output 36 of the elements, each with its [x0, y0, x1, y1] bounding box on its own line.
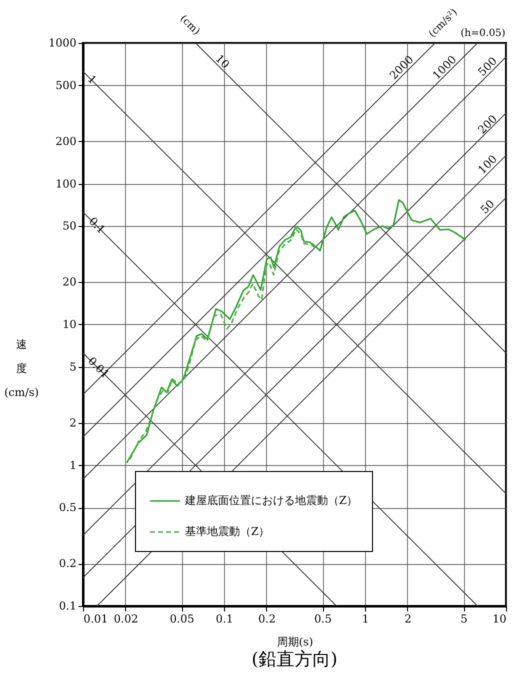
- y-axis-title: 速度(cm/s): [4, 338, 39, 399]
- x-tick-label: 1: [362, 612, 369, 626]
- x-tick-label: 2: [404, 612, 412, 626]
- annotation: 500: [476, 54, 500, 79]
- annotation: 1: [84, 72, 99, 87]
- y-tick-label: 500: [56, 78, 76, 92]
- y-tick-label: 0.2: [59, 557, 76, 570]
- x-tick-label: 0.01: [84, 612, 108, 626]
- y-tick-label: 20: [62, 276, 76, 289]
- y-tick-label: 1000: [48, 36, 76, 50]
- x-tick-label: 0.05: [170, 612, 194, 626]
- y-tick-label: 5: [70, 360, 76, 374]
- text: (鉛直方向): [251, 649, 338, 670]
- y-tick-label: 100: [56, 177, 76, 190]
- y-tick-label: 0.5: [59, 501, 76, 514]
- x-tick-label: 0.02: [114, 612, 138, 626]
- x-tick-label: 0.2: [258, 612, 276, 626]
- x-tick-label: 10: [492, 612, 506, 626]
- x-tick-label: 0.1: [216, 612, 234, 626]
- text: (h=0.05): [460, 28, 506, 39]
- y-tick-label: 10: [62, 318, 76, 331]
- legend-label: 基準地震動（Z）: [185, 525, 270, 538]
- y-tick-label: 2: [70, 416, 76, 430]
- annotation: 10: [212, 52, 232, 72]
- x-axis-title: 周期(s): [276, 636, 314, 648]
- y-tick-label: 50: [62, 220, 76, 233]
- annotation: 100: [476, 152, 500, 177]
- x-tick-label: 5: [460, 612, 468, 626]
- annotation: 0.1: [86, 214, 108, 236]
- annotation: 200: [476, 112, 500, 137]
- annotation: 50: [478, 197, 498, 217]
- y-tick-label: 1: [70, 458, 76, 472]
- x-tick-label: 0.5: [314, 612, 332, 626]
- y-tick-label: 200: [56, 134, 76, 148]
- legend-label: 建屋底面位置における地震動（Z）: [184, 494, 358, 507]
- y-tick-label: 0.1: [59, 600, 76, 612]
